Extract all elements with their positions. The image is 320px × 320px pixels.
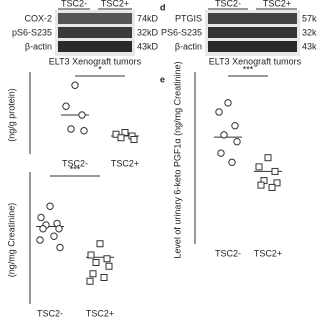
data-point bbox=[71, 81, 79, 89]
data-point bbox=[36, 236, 44, 244]
row-label: β-actin bbox=[175, 41, 202, 51]
significance: * bbox=[98, 64, 102, 74]
blot-image bbox=[55, 8, 300, 56]
size-label: 57k bbox=[302, 13, 317, 23]
data-point bbox=[92, 259, 100, 266]
data-point bbox=[233, 138, 241, 146]
y-axis-title: (ng/g protein) bbox=[6, 88, 16, 142]
data-point bbox=[257, 181, 265, 189]
x-tick-label: TSC2+ bbox=[86, 308, 114, 318]
blot-caption: ELT3 Xenograft tumors bbox=[209, 56, 302, 66]
data-point bbox=[271, 167, 279, 175]
group-label: TSC2+ bbox=[263, 0, 291, 8]
data-point bbox=[130, 136, 138, 143]
data-point bbox=[62, 102, 70, 110]
data-point bbox=[56, 243, 64, 252]
x-tick-label: TSC2- bbox=[62, 158, 88, 168]
row-label: pS6-S235 bbox=[12, 27, 52, 37]
data-point bbox=[231, 122, 239, 130]
group-label: TSC2- bbox=[215, 0, 241, 8]
group-label: TSC2+ bbox=[101, 0, 129, 8]
significance: *** bbox=[243, 64, 254, 74]
data-point bbox=[78, 111, 86, 119]
size-label: 74kD bbox=[137, 13, 159, 23]
size-label: 32k bbox=[302, 27, 317, 37]
group-label: TSC2- bbox=[61, 0, 87, 8]
significance: *** bbox=[70, 164, 81, 174]
data-point bbox=[50, 232, 58, 240]
data-point bbox=[96, 240, 104, 248]
data-point bbox=[103, 255, 111, 263]
data-point bbox=[228, 158, 236, 166]
x-tick-label: TSC2+ bbox=[254, 248, 282, 258]
data-point bbox=[264, 154, 272, 162]
row-label: β-actin bbox=[25, 41, 52, 51]
size-label: 32kD bbox=[137, 27, 159, 37]
size-label: 43kD bbox=[137, 41, 159, 51]
row-label: PTGIS bbox=[175, 13, 202, 23]
data-point bbox=[87, 251, 95, 259]
data-point bbox=[89, 270, 97, 278]
panel-letter: e bbox=[160, 74, 165, 84]
data-point bbox=[215, 108, 223, 116]
panel-letter: d bbox=[160, 2, 166, 12]
data-point bbox=[39, 225, 47, 233]
x-tick-label: TSC2+ bbox=[111, 158, 139, 168]
data-point bbox=[117, 134, 125, 142]
data-point bbox=[55, 225, 63, 233]
x-tick-label: TSC2- bbox=[37, 308, 63, 318]
x-tick-label: TSC2- bbox=[215, 248, 241, 258]
data-point bbox=[217, 149, 225, 157]
data-point bbox=[121, 129, 129, 136]
data-point bbox=[273, 179, 281, 187]
data-point bbox=[105, 262, 113, 270]
data-point bbox=[100, 274, 108, 281]
data-point bbox=[67, 125, 75, 133]
data-point bbox=[220, 131, 228, 139]
data-point bbox=[46, 202, 54, 210]
data-point bbox=[86, 277, 94, 285]
data-point bbox=[80, 127, 88, 135]
data-point bbox=[37, 213, 45, 222]
row-label: PS6-S235 bbox=[161, 27, 202, 37]
size-label: 43k bbox=[302, 41, 317, 51]
data-point bbox=[255, 163, 263, 171]
y-axis-title: Level of urinary 6-keto PGF1α (ng/mg Cre… bbox=[172, 61, 182, 258]
y-axis-title: (ng/mg Creatinine) bbox=[6, 203, 16, 278]
row-label: COX-2 bbox=[24, 13, 52, 23]
data-point bbox=[268, 183, 276, 191]
blot-caption: ELT3 Xenograft tumors bbox=[49, 56, 142, 66]
data-point bbox=[224, 99, 232, 107]
